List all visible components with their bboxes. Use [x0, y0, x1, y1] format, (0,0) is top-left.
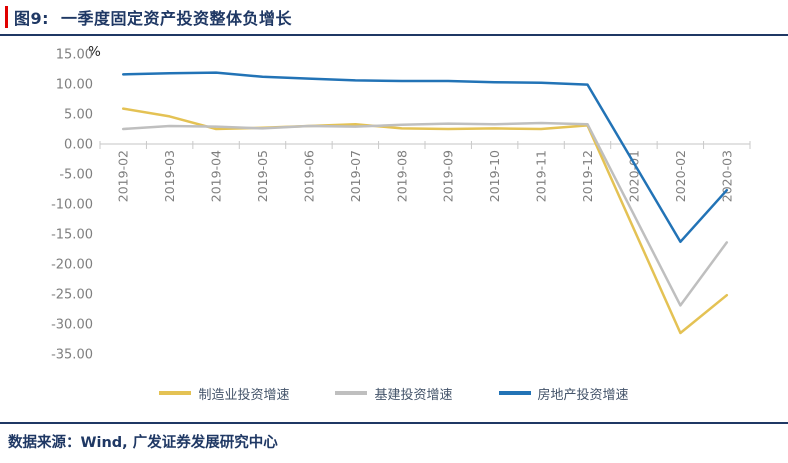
data-source-text: 数据来源：Wind, 广发证券发展研究中心	[8, 435, 278, 451]
legend-item: 制造业投资增速	[159, 384, 289, 403]
legend-label: 基建投资增速	[374, 387, 453, 403]
y-axis-tick-label: 0.00	[64, 138, 93, 153]
y-axis-tick-label: -5.00	[59, 168, 93, 183]
x-axis-tick-label: 2020-03	[719, 150, 734, 202]
x-axis-tick-label: 2019-12	[580, 150, 595, 202]
legend-item: 基建投资增速	[335, 384, 453, 403]
series-line-房地产投资增速	[121, 71, 729, 244]
x-axis-tick-label: 2019-02	[116, 150, 131, 202]
y-axis-tick-label: 5.00	[64, 108, 93, 123]
y-axis-tick-label: -30.00	[51, 318, 93, 333]
y-axis-tick-label: 15.00	[56, 48, 93, 63]
legend-swatch	[335, 391, 368, 395]
figure-number-label: 图9:	[14, 9, 50, 28]
y-axis-tick-label: -15.00	[51, 228, 93, 243]
x-axis-tick-label: 2019-07	[348, 150, 363, 202]
title-accent-bar	[5, 6, 8, 28]
x-axis-tick-label: 2019-08	[394, 150, 409, 202]
x-axis-tick-label: 2020-02	[673, 150, 688, 202]
chart-canvas: %15.00 10.00 5.00 0.00 -5.00 -10.00 -15.00 -20.…	[51, 44, 751, 363]
figure-title-row: 图9: 一季度固定资产投资整体负增长	[0, 0, 788, 36]
series-line-基建投资增速	[121, 121, 729, 307]
legend-swatch	[498, 391, 531, 395]
legend-swatch	[159, 391, 192, 395]
x-axis-tick-label: 2019-05	[255, 150, 270, 202]
chart-legend: 制造业投资增速 基建投资增速 房地产投资增速	[0, 382, 788, 404]
y-axis-unit-label: %	[88, 44, 101, 60]
y-axis-tick-label: -20.00	[51, 258, 93, 273]
x-axis-tick-label: 2019-09	[441, 150, 456, 202]
y-axis-tick-label: -35.00	[51, 348, 93, 363]
line-chart: % 15.00 10.00 5.00 0.00 -5.00 -10.00 -15.00 -20.…	[0, 36, 788, 382]
x-axis-tick-label: 2019-11	[534, 150, 549, 202]
x-axis-tick-label: 2019-03	[162, 150, 177, 202]
y-axis-tick-label: 10.00	[56, 78, 93, 93]
y-axis-tick-label: -10.00	[51, 198, 93, 213]
legend-item: 房地产投资增速	[498, 384, 629, 403]
x-axis-tick-label: 2020-01	[626, 150, 641, 202]
figure-footer: 数据来源：Wind, 广发证券发展研究中心	[0, 422, 788, 452]
y-axis-tick-label: -25.00	[51, 288, 93, 303]
x-axis-tick-label: 2019-04	[209, 150, 224, 202]
figure-title: 一季度固定资产投资整体负增长	[61, 9, 293, 28]
x-axis-tick-label: 2019-10	[487, 150, 502, 202]
x-axis-tick-label: 2019-06	[301, 150, 316, 202]
legend-label: 房地产投资增速	[537, 387, 629, 403]
legend-label: 制造业投资增速	[198, 387, 290, 403]
